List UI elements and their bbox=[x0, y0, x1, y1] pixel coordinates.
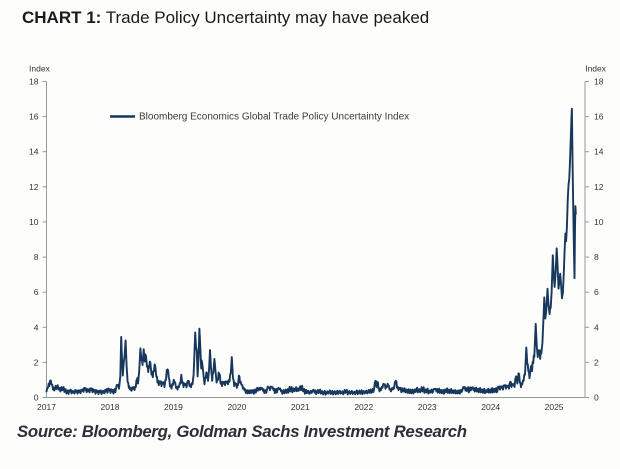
svg-text:8: 8 bbox=[34, 252, 39, 262]
svg-text:2017: 2017 bbox=[37, 402, 56, 412]
svg-text:2: 2 bbox=[34, 357, 39, 367]
svg-text:2022: 2022 bbox=[354, 402, 373, 412]
svg-text:18: 18 bbox=[29, 77, 39, 87]
svg-text:2023: 2023 bbox=[418, 402, 437, 412]
svg-text:Index: Index bbox=[585, 64, 607, 74]
svg-text:2018: 2018 bbox=[101, 402, 120, 412]
svg-text:0: 0 bbox=[34, 393, 39, 403]
svg-text:12: 12 bbox=[29, 182, 39, 192]
svg-text:2020: 2020 bbox=[227, 402, 246, 412]
svg-text:14: 14 bbox=[29, 147, 39, 157]
svg-text:4: 4 bbox=[594, 322, 599, 332]
svg-text:Bloomberg Economics Global Tra: Bloomberg Economics Global Trade Policy … bbox=[139, 112, 409, 123]
svg-text:14: 14 bbox=[594, 147, 604, 157]
svg-text:2024: 2024 bbox=[481, 402, 500, 412]
svg-text:10: 10 bbox=[29, 217, 39, 227]
svg-text:2021: 2021 bbox=[291, 402, 310, 412]
svg-text:0: 0 bbox=[594, 393, 599, 403]
svg-text:16: 16 bbox=[594, 112, 604, 122]
svg-text:2: 2 bbox=[594, 357, 599, 367]
svg-text:6: 6 bbox=[594, 287, 599, 297]
svg-text:4: 4 bbox=[34, 322, 39, 332]
svg-text:8: 8 bbox=[594, 252, 599, 262]
svg-text:12: 12 bbox=[594, 182, 604, 192]
svg-text:Index: Index bbox=[29, 64, 51, 74]
svg-text:2019: 2019 bbox=[164, 402, 183, 412]
svg-text:2025: 2025 bbox=[545, 402, 564, 412]
svg-text:18: 18 bbox=[594, 77, 604, 87]
svg-text:10: 10 bbox=[594, 217, 604, 227]
svg-text:16: 16 bbox=[29, 112, 39, 122]
svg-text:6: 6 bbox=[34, 287, 39, 297]
